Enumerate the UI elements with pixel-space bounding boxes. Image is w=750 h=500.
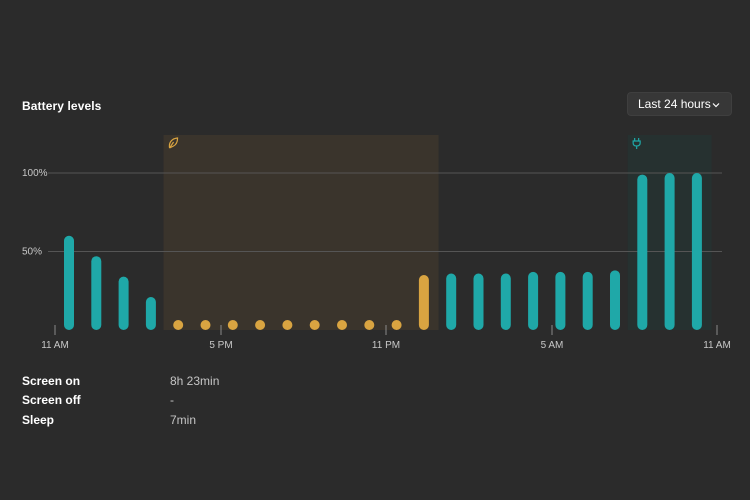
stat-label: Sleep — [22, 412, 55, 427]
battery-bar[interactable] — [473, 273, 484, 330]
battery-bar[interactable] — [555, 271, 566, 330]
y-tick-label: 100% — [22, 168, 48, 179]
battery-levels-chart: 100% 50% 11 AM 5 PM 11 PM 5 AM 11 AM — [22, 135, 731, 351]
stat-value: - — [170, 393, 174, 408]
chevron-down-icon — [712, 103, 720, 108]
x-tick-label: 11 PM — [372, 340, 400, 351]
stat-value: 7min — [170, 412, 197, 427]
usage-stats: Screen on 8h 23min Screen off - Sleep 7m… — [22, 371, 322, 430]
stat-label: Screen on — [22, 373, 81, 388]
battery-bar-saver[interactable] — [200, 320, 211, 330]
battery-bar[interactable] — [691, 173, 702, 330]
battery-bar-saver[interactable] — [418, 275, 429, 330]
battery-bar-saver[interactable] — [364, 320, 375, 330]
battery-saver-leaf-icon — [168, 137, 179, 149]
battery-bar[interactable] — [664, 173, 675, 330]
battery-bar-saver[interactable] — [337, 320, 347, 330]
battery-bar[interactable] — [64, 235, 74, 330]
battery-bar-saver[interactable] — [309, 320, 320, 330]
battery-bar-saver[interactable] — [255, 320, 266, 330]
stat-label: Screen off — [22, 393, 81, 408]
battery-bar-saver[interactable] — [173, 320, 184, 330]
x-tick-label: 11 AM — [703, 340, 731, 351]
battery-bar[interactable] — [637, 174, 648, 330]
section-title: Battery levels — [22, 99, 102, 113]
battery-bar-saver[interactable] — [282, 320, 293, 330]
stat-value: 8h 23min — [170, 373, 220, 388]
x-tick-label: 5 PM — [209, 340, 232, 351]
time-range-dropdown[interactable]: Last 24 hours — [627, 92, 732, 116]
y-tick-label: 50% — [22, 247, 42, 258]
battery-bar[interactable] — [528, 271, 539, 330]
battery-bar[interactable] — [500, 273, 511, 330]
x-tick-label: 5 AM — [541, 340, 564, 351]
battery-bar[interactable] — [145, 297, 156, 330]
battery-saver-region — [163, 135, 439, 330]
stat-row-screen-off: Screen off - — [22, 391, 322, 411]
stat-row-screen-on: Screen on 8h 23min — [22, 371, 322, 391]
battery-bar[interactable] — [91, 256, 102, 330]
battery-bar[interactable] — [582, 271, 593, 330]
battery-bar[interactable] — [610, 270, 620, 330]
battery-bar[interactable] — [446, 273, 457, 330]
stat-row-sleep: Sleep 7min — [22, 410, 322, 430]
battery-bar-saver[interactable] — [391, 320, 402, 330]
charging-plug-icon — [632, 138, 641, 149]
time-range-value: Last 24 hours — [638, 97, 711, 111]
x-tick-label: 11 AM — [41, 340, 69, 351]
battery-bar[interactable] — [118, 276, 129, 330]
battery-bar-saver[interactable] — [227, 320, 238, 330]
